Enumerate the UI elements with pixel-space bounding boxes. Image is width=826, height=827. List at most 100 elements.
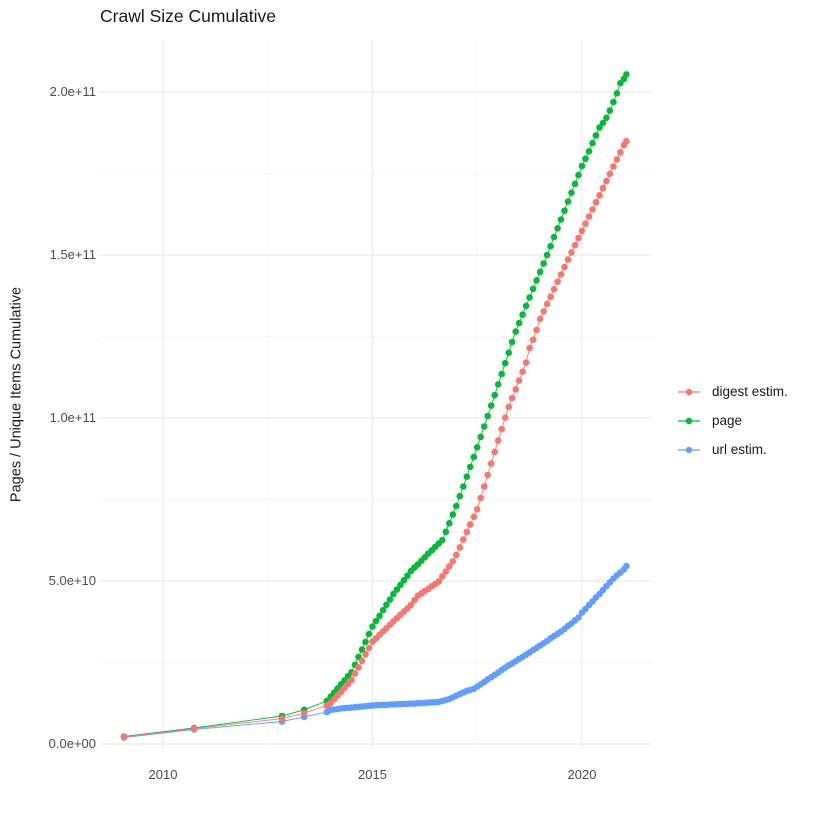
data-point (596, 192, 603, 199)
data-point (494, 381, 502, 388)
data-point (613, 156, 621, 163)
legend-key-page-icon (678, 417, 700, 424)
data-point (460, 536, 467, 543)
data-point (578, 227, 586, 235)
data-point (407, 601, 415, 609)
data-point (533, 326, 540, 334)
series-digest-estim (120, 137, 630, 741)
data-point (589, 206, 596, 213)
data-point (400, 577, 408, 584)
data-point (477, 433, 485, 441)
data-point (613, 90, 621, 97)
data-point (564, 256, 572, 263)
plot-area (99, 40, 652, 748)
data-point (190, 725, 198, 732)
data-point (533, 277, 540, 284)
legend-item-url-estim: url estim. (677, 435, 788, 464)
data-point (463, 528, 471, 536)
data-point (372, 617, 380, 625)
data-point (623, 137, 630, 145)
data-point (379, 607, 387, 614)
data-point (442, 528, 450, 536)
data-point (547, 293, 554, 300)
data-point (536, 315, 544, 323)
data-point (617, 149, 624, 156)
data-point (596, 124, 603, 131)
data-point (456, 544, 464, 551)
data-point (547, 242, 554, 250)
data-point (515, 377, 523, 384)
data-point (404, 572, 411, 580)
data-point (365, 644, 373, 652)
data-point (460, 483, 467, 490)
data-point (494, 437, 502, 444)
data-point (390, 590, 397, 598)
data-point (501, 414, 509, 422)
data-point (575, 614, 582, 621)
data-point (470, 453, 478, 461)
data-point (362, 651, 369, 658)
data-point (529, 285, 537, 293)
data-point (526, 294, 533, 301)
data-point (466, 463, 474, 471)
data-point (473, 506, 481, 513)
data-point (540, 308, 547, 315)
data-point (505, 349, 512, 357)
data-point (300, 709, 308, 717)
x-tick-label: 2015 (358, 767, 387, 782)
data-point (449, 558, 457, 565)
legend-item-page: page (677, 406, 788, 435)
data-point (508, 338, 516, 346)
data-point (568, 249, 575, 256)
data-point (278, 715, 286, 722)
legend: digest estim. page url estim. (677, 377, 788, 464)
data-point (550, 233, 558, 241)
data-point (446, 563, 453, 570)
data-point (365, 630, 373, 638)
legend-item-digest-estim: digest estim. (677, 377, 788, 406)
data-point (519, 368, 526, 376)
data-point (397, 581, 404, 589)
data-point (522, 302, 530, 310)
data-point (449, 511, 457, 518)
data-point (498, 370, 506, 378)
y-tick-label: 0.0e+00 (48, 735, 96, 751)
data-point (386, 596, 394, 603)
data-point (564, 198, 572, 205)
data-point (484, 412, 492, 420)
data-point (592, 132, 600, 139)
y-tick-label: 5.0e+10 (48, 572, 96, 588)
legend-label: url estim. (712, 442, 767, 457)
data-point (453, 551, 460, 559)
data-point (477, 494, 485, 502)
data-point (480, 483, 488, 490)
gridlines (99, 40, 652, 748)
data-point (442, 568, 450, 575)
data-point (470, 513, 478, 521)
data-point (540, 260, 547, 267)
data-point (439, 573, 446, 580)
data-point (603, 114, 610, 122)
data-point (575, 234, 582, 242)
data-point (557, 271, 565, 278)
data-point (606, 107, 614, 114)
series-url-estim (120, 562, 630, 741)
data-point (463, 473, 471, 481)
data-point (610, 98, 617, 106)
data-point (592, 198, 600, 206)
data-point (599, 119, 607, 127)
data-point (355, 664, 362, 671)
data-point (561, 207, 568, 214)
data-point (484, 471, 492, 479)
data-point (554, 225, 561, 232)
data-point (491, 391, 499, 399)
data-point (498, 425, 506, 433)
data-point (610, 163, 617, 170)
data-point (473, 444, 481, 451)
x-tick-label: 2010 (148, 767, 178, 782)
data-point (120, 733, 128, 741)
data-point (578, 162, 586, 170)
data-point (557, 216, 565, 223)
data-point (508, 394, 516, 402)
data-point (522, 359, 530, 366)
